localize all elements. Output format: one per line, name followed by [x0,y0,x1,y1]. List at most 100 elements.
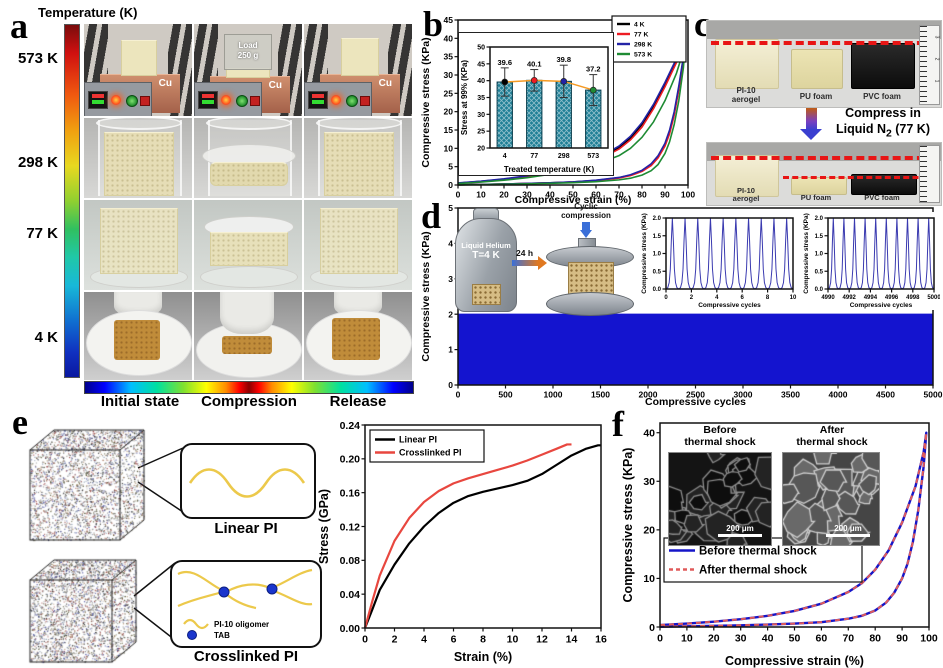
svg-text:40: 40 [643,427,655,439]
controller-display [88,91,108,109]
svg-text:500: 500 [498,390,512,400]
svg-text:1: 1 [448,345,453,355]
svg-text:573 K: 573 K [634,51,652,58]
pvc-foam-cube [851,43,915,89]
svg-text:100: 100 [920,633,938,645]
svg-text:4994: 4994 [864,295,878,301]
svg-text:35: 35 [444,52,454,62]
duration-label: 24 h [516,248,533,258]
photo-foams-after: PI-10 aerogel PU foam PVC foam [706,142,942,206]
photo-77K-initial [84,200,192,290]
svg-text:2.0: 2.0 [815,216,824,222]
tab-node [267,584,277,594]
aerogel-sample [121,40,157,76]
svg-text:0.0: 0.0 [653,287,662,293]
oligomer-legend-label: PI-10 oligomer [214,620,269,629]
svg-text:Compressive stress (KPa): Compressive stress (KPa) [420,37,432,167]
ruler-number: 1 [934,80,940,83]
svg-text:10: 10 [507,634,519,646]
svg-text:Compressive strain (%): Compressive strain (%) [725,654,864,668]
oligomer-legend-glyph [184,620,208,628]
tab-node [219,587,229,597]
photo-4K-initial [84,292,192,380]
svg-text:6: 6 [451,634,457,646]
green-button [126,95,138,107]
temperature-colorbar-title: Temperature (K) [38,5,137,20]
indicator-lamp [221,95,231,105]
svg-text:39.6: 39.6 [497,58,512,67]
ruler [919,145,940,203]
svg-text:10: 10 [643,573,655,585]
svg-text:3: 3 [448,274,453,284]
indicator-lamp [331,95,341,105]
svg-text:40: 40 [762,633,774,645]
svg-text:0: 0 [448,380,453,390]
red-button [250,96,260,106]
tab-legend-label: TAB [214,631,230,640]
svg-text:0.08: 0.08 [340,555,361,567]
svg-text:Compressive stress (KPa): Compressive stress (KPa) [622,448,635,603]
svg-text:1500: 1500 [591,390,610,400]
photo-4K-compression [194,292,302,380]
svg-text:0.20: 0.20 [340,454,361,466]
svg-text:50: 50 [789,633,801,645]
photo-298K-initial [84,118,192,198]
crosslinked-pi-drawing: PI-10 oligomer TAB [172,562,316,642]
photo-298K-release [304,118,412,198]
controller-display [308,91,328,109]
svg-text:4992: 4992 [843,295,857,301]
svg-text:77: 77 [530,153,538,160]
svg-text:Linear PI: Linear PI [399,435,437,445]
svg-text:30: 30 [735,633,747,645]
green-button [346,95,358,107]
chart-d-inset-last-cycles: 4990 4992 4994 4996 4998 5000 0.0 0.5 1.0 1.5 2.0 C… [802,212,940,310]
svg-text:30: 30 [444,70,454,80]
tab-legend-glyph [188,631,197,640]
svg-text:5: 5 [448,162,453,172]
svg-text:Treated temperature (K): Treated temperature (K) [504,165,595,174]
svg-text:4: 4 [503,153,507,160]
svg-text:0.04: 0.04 [340,589,361,601]
svg-text:90: 90 [660,190,670,200]
photo-573K-release: Cu [304,24,412,116]
aerogel-compressed [210,232,288,266]
svg-text:30: 30 [477,112,485,119]
chart-b-inset-bar: 39.6 4 40.1 77 39.8 298 37.2 573 20 25 30 35 40 45 50 T… [458,32,614,176]
crosslinked-pi-label: Crosslinked PI [176,648,316,665]
svg-text:39.8: 39.8 [556,55,571,64]
svg-text:0.0: 0.0 [815,287,824,293]
svg-text:20: 20 [643,525,655,537]
svg-text:20: 20 [444,107,454,117]
svg-text:2.0: 2.0 [653,216,662,222]
photo-foams-before: 1 2 3 PI-10 aerogel PU foam PVC foam [706,20,942,108]
cu-label: Cu [379,78,392,89]
svg-text:298 K: 298 K [634,41,652,48]
load-weight: Load 250 g [224,34,272,70]
crosslinked-pi-box: PI-10 oligomer TAB [170,560,322,648]
svg-text:Compressive stress (KPa): Compressive stress (KPa) [641,213,648,294]
photo-77K-compression [194,200,302,290]
svg-text:0: 0 [362,634,368,646]
svg-text:0.5: 0.5 [815,269,824,275]
svg-text:8: 8 [766,295,770,301]
temperature-colorbar [64,24,80,378]
height-reference-line [711,41,937,45]
svg-text:Before thermal shock: Before thermal shock [699,546,817,558]
svg-text:0: 0 [456,190,461,200]
svg-text:80: 80 [637,190,647,200]
svg-text:1.0: 1.0 [653,252,662,258]
svg-text:20: 20 [499,190,509,200]
sem-scalebar-before: 200 μm [718,524,762,537]
md-cube-canvas-linear [26,424,158,544]
temp-tick-298K: 298 K [2,154,58,171]
svg-text:4 K: 4 K [634,21,645,28]
svg-text:Strain (%): Strain (%) [454,650,512,664]
svg-text:60: 60 [816,633,828,645]
aerogel-4K-compressed [222,336,272,354]
linear-pi-label: Linear PI [190,520,302,537]
svg-text:30: 30 [643,476,655,488]
temperature-controller [304,82,372,116]
aerogel-cube [104,132,174,196]
svg-text:90: 90 [896,633,908,645]
chart-d-inset-first-cycles: 0 2 4 6 8 10 0.0 0.5 1.0 1.5 2.0 Compressive cycles… [640,212,798,310]
